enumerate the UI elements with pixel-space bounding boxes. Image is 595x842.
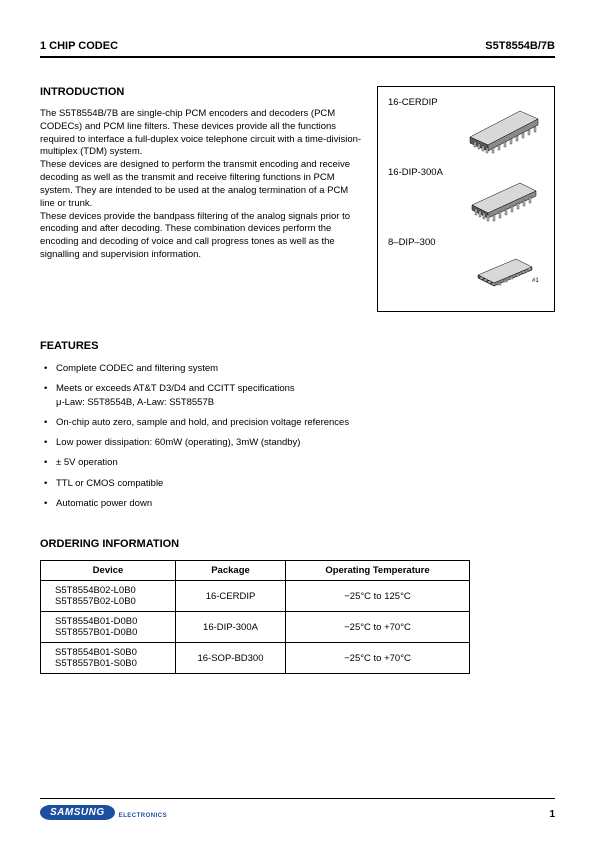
cell-package: 16-DIP-300A	[176, 612, 286, 643]
feature-item: TTL or CMOS compatible	[40, 477, 555, 490]
header-right-partno: S5T8554B/7B	[485, 40, 555, 52]
feature-item: On-chip auto zero, sample and hold, and …	[40, 416, 555, 429]
ordering-section: ORDERING INFORMATION Device Package Oper…	[40, 538, 555, 674]
package-row-1: 16-CERDIP	[388, 95, 548, 163]
col-package: Package	[176, 561, 286, 581]
intro-title: INTRODUCTION	[40, 86, 363, 98]
package-box: 16-CERDIP 16-DIP-300A	[377, 86, 555, 312]
ordering-table: Device Package Operating Temperature S5T…	[40, 560, 470, 674]
page-number: 1	[549, 809, 555, 820]
package-image-dip	[456, 165, 548, 233]
feature-item: Automatic power down	[40, 497, 555, 510]
package-label-2: 16-DIP-300A	[388, 165, 456, 178]
header-left-title: 1 CHIP CODEC	[40, 40, 118, 52]
logo-main-text: SAMSUNG	[40, 805, 115, 820]
cell-temp: −25°C to 125°C	[286, 581, 470, 612]
features-list: Complete CODEC and filtering system Meet…	[40, 362, 555, 510]
package-label-3: 8–DIP–300	[388, 235, 456, 248]
feature-item: Meets or exceeds AT&T D3/D4 and CCITT sp…	[40, 382, 555, 409]
cell-package: 16-CERDIP	[176, 581, 286, 612]
svg-text:#1: #1	[532, 278, 539, 284]
chip-cerdip-icon	[460, 99, 545, 159]
intro-para-2: These devices are designed to perform th…	[40, 159, 363, 210]
cell-device: S5T8554B01-S0B0S5T8557B01-S0B0	[41, 643, 176, 674]
features-section: FEATURES Complete CODEC and filtering sy…	[40, 340, 555, 510]
cell-temp: −25°C to +70°C	[286, 612, 470, 643]
feature-item: ± 5V operation	[40, 456, 555, 469]
package-image-cerdip	[456, 95, 548, 163]
cell-device: S5T8554B02-L0B0S5T8557B02-L0B0	[41, 581, 176, 612]
samsung-logo: SAMSUNG ELECTRONICS	[40, 805, 167, 820]
package-label-1: 16-CERDIP	[388, 95, 456, 108]
table-row: S5T8554B01-S0B0S5T8557B01-S0B0 16-SOP-BD…	[41, 643, 470, 674]
table-header-row: Device Package Operating Temperature	[41, 561, 470, 581]
page-header: 1 CHIP CODEC S5T8554B/7B	[40, 40, 555, 58]
table-row: S5T8554B01-D0B0S5T8557B01-D0B0 16-DIP-30…	[41, 612, 470, 643]
package-image-sop: #1	[456, 235, 548, 303]
features-title: FEATURES	[40, 340, 555, 352]
feature-item: Low power dissipation: 60mW (operating),…	[40, 436, 555, 449]
package-row-3: 8–DIP–300 #1	[388, 235, 548, 303]
chip-sop-icon: #1	[460, 239, 545, 299]
intro-para-1: The S5T8554B/7B are single-chip PCM enco…	[40, 108, 363, 159]
intro-row: INTRODUCTION The S5T8554B/7B are single-…	[40, 86, 555, 312]
cell-package: 16-SOP-BD300	[176, 643, 286, 674]
footer-rule	[40, 798, 555, 799]
logo-sub-text: ELECTRONICS	[119, 813, 168, 820]
chip-dip-icon	[460, 169, 545, 229]
col-device: Device	[41, 561, 176, 581]
col-temp: Operating Temperature	[286, 561, 470, 581]
intro-para-3: These devices provide the bandpass filte…	[40, 211, 363, 262]
intro-column: INTRODUCTION The S5T8554B/7B are single-…	[40, 86, 363, 312]
page-footer: SAMSUNG ELECTRONICS 1	[40, 798, 555, 820]
cell-temp: −25°C to +70°C	[286, 643, 470, 674]
feature-item: Complete CODEC and filtering system	[40, 362, 555, 375]
ordering-title: ORDERING INFORMATION	[40, 538, 555, 550]
cell-device: S5T8554B01-D0B0S5T8557B01-D0B0	[41, 612, 176, 643]
table-row: S5T8554B02-L0B0S5T8557B02-L0B0 16-CERDIP…	[41, 581, 470, 612]
package-row-2: 16-DIP-300A	[388, 165, 548, 233]
